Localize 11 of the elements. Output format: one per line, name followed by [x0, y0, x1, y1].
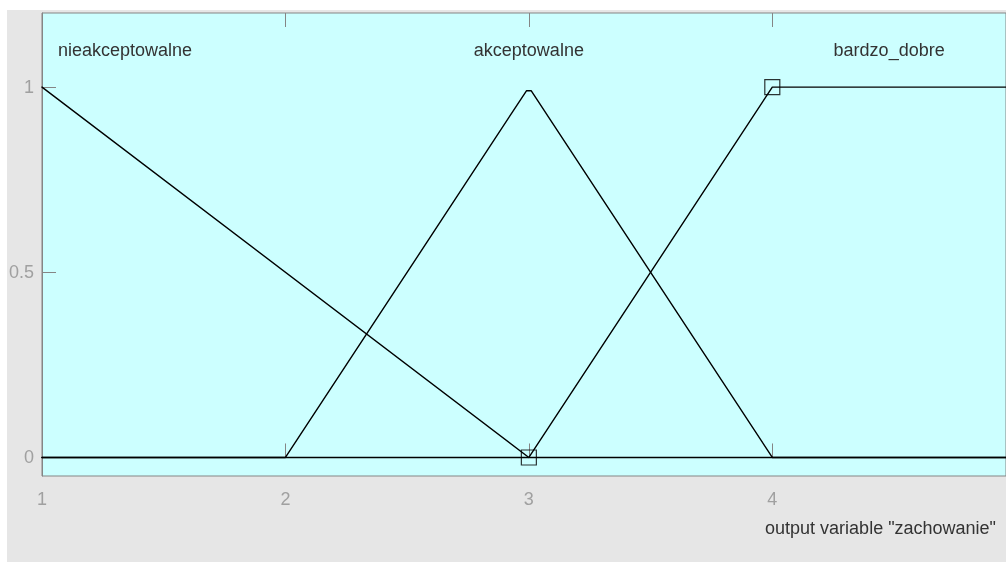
x-tick-label: 4: [767, 489, 778, 509]
text: akceptowalne: [473, 40, 584, 60]
x-tick-label: 3: [523, 489, 534, 509]
x-tick-label: 1: [36, 489, 48, 509]
x-tick-label: 2: [280, 489, 291, 509]
x-axis-title: output variable "zachowanie": [765, 518, 996, 538]
y-tick-label: 0.5: [8, 262, 34, 283]
series-label: bardzo_dobre: [833, 40, 945, 61]
series-label: nieakceptowalne: [58, 40, 193, 60]
y-tick-label: 1: [23, 77, 34, 98]
y-tick-label: 0: [23, 447, 34, 468]
